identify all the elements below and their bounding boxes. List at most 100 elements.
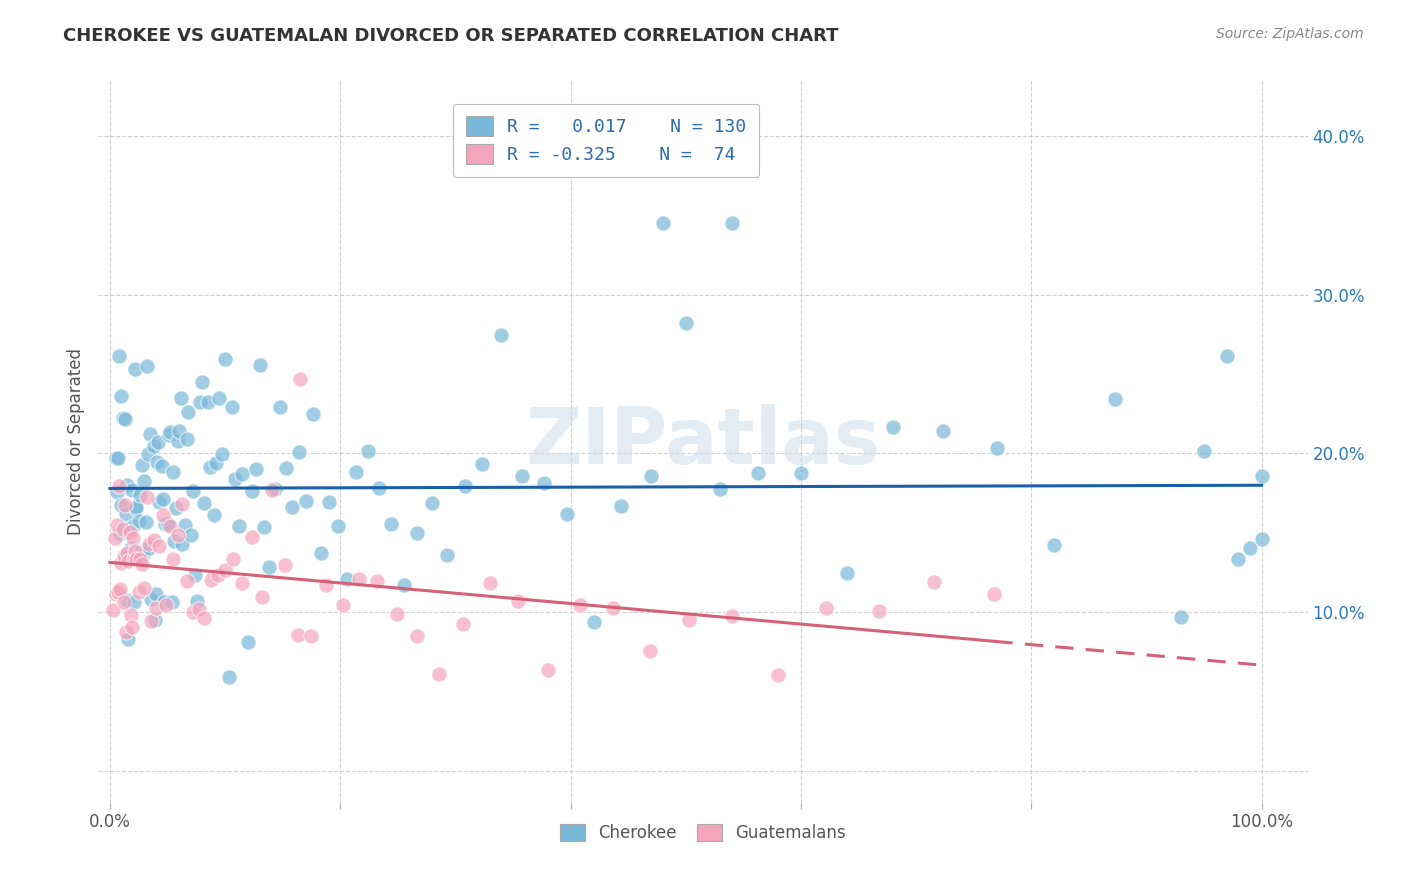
Point [453,616,475,631]
Point [162,552,184,566]
Point [1104,392,1126,407]
Point [582,615,605,630]
Point [141,615,163,629]
Point [318,495,340,509]
Point [176,574,198,588]
Point [122,550,145,565]
Point [148,434,170,449]
Point [150,459,173,474]
Point [128,488,150,502]
Point [124,544,146,558]
Point [357,443,380,458]
Point [172,497,194,511]
Point [602,601,624,615]
Point [124,362,146,376]
Point [181,605,204,619]
Text: ZIPatlas: ZIPatlas [526,403,880,480]
Point [143,614,166,628]
Point [197,395,219,409]
Point [125,502,148,516]
Point [406,525,429,540]
Point [128,514,150,528]
Point [208,391,231,405]
Point [110,389,132,403]
Point [506,593,529,607]
Point [162,465,184,479]
Point [138,537,160,551]
Point [105,484,128,499]
Point [135,359,157,373]
Point [436,548,458,562]
Point [108,478,131,492]
Text: CHEROKEE VS GUATEMALAN DIVORCED OR SEPARATED CORRELATION CHART: CHEROKEE VS GUATEMALAN DIVORCED OR SEPAR… [63,27,839,45]
Point [146,455,169,469]
Point [138,541,160,555]
Point [202,508,225,523]
Point [276,461,298,475]
Point [112,549,135,563]
Point [205,456,228,470]
Point [191,375,214,389]
Point [1227,552,1250,566]
Point [115,545,138,559]
Point [269,400,291,414]
Point [471,457,494,471]
Point [231,576,253,591]
Point [136,447,159,461]
Point [184,568,207,582]
Point [120,541,142,555]
Point [790,467,813,481]
Point [200,574,222,588]
Point [287,628,309,642]
Point [224,472,246,486]
Point [931,425,953,439]
Legend: Cherokee, Guatemalans: Cherokee, Guatemalans [554,817,852,848]
Point [533,475,555,490]
Point [112,524,135,539]
Point [129,544,152,558]
Point [231,467,253,481]
Point [160,595,183,609]
Point [336,572,359,586]
Point [104,450,127,465]
Point [181,483,204,498]
Point [157,428,180,442]
Point [145,601,167,615]
Point [301,408,323,422]
Point [344,465,367,479]
Point [148,494,170,508]
Point [107,584,129,599]
Point [281,500,304,515]
Point [835,566,858,581]
Point [122,531,145,545]
Point [294,493,316,508]
Point [145,587,167,601]
Point [128,584,150,599]
Point [536,663,558,677]
Point [112,595,135,609]
Point [110,582,132,597]
Point [453,478,475,492]
Point [142,533,165,548]
Point [815,600,838,615]
Point [118,524,141,539]
Point [240,484,263,499]
Point [406,629,429,643]
Point [118,522,141,536]
Point [135,490,157,504]
Point [155,516,177,531]
Point [249,359,271,373]
Point [315,578,337,592]
Point [427,667,450,681]
Point [491,327,513,342]
Point [332,599,354,613]
Point [128,551,150,566]
Point [105,518,128,533]
Point [180,528,202,542]
Point [156,517,179,532]
Point [131,458,153,472]
Point [651,216,673,230]
Point [240,530,263,544]
Point [222,551,245,566]
Y-axis label: Divorced or Separated: Divorced or Separated [66,348,84,535]
